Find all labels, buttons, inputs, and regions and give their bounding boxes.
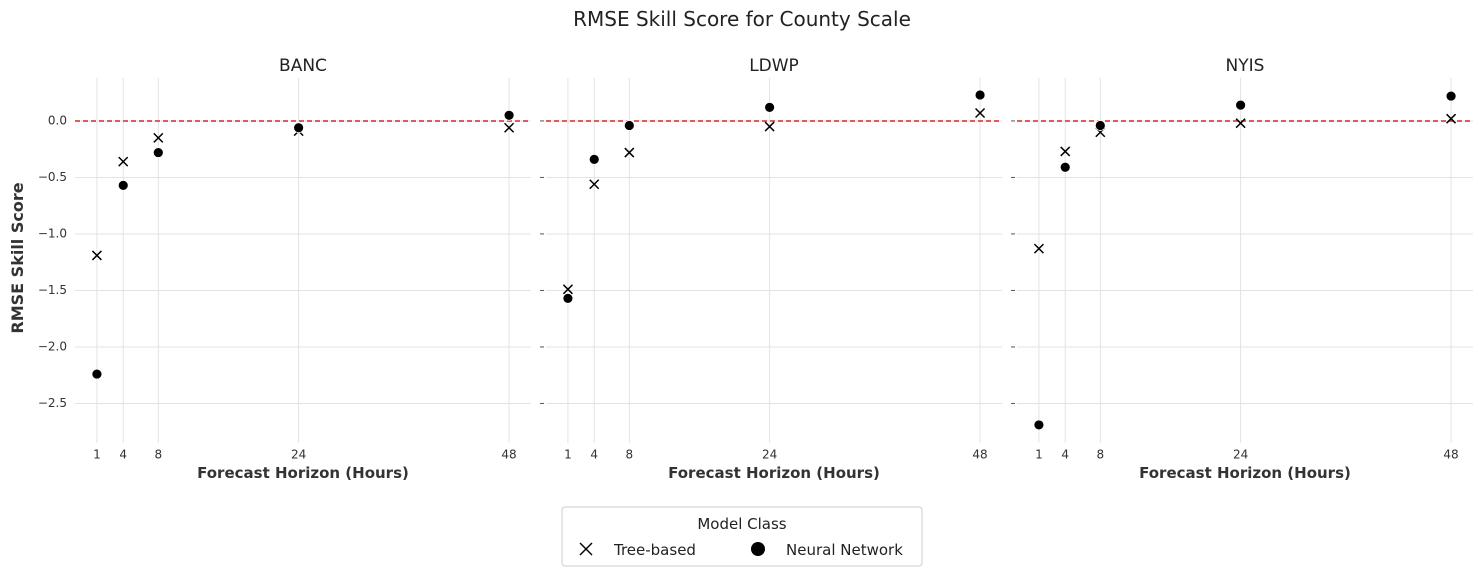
x-mark-stroke (764, 121, 775, 132)
x-mark-stroke (153, 132, 164, 143)
neural-network-point (1059, 161, 1071, 173)
x-tick-label: 48 (972, 448, 987, 462)
neural-network-point (562, 292, 574, 304)
neural-network-point (588, 153, 600, 165)
neural-network-point (152, 147, 164, 158)
tree-based-point (1060, 146, 1071, 157)
x-tick-label: 4 (119, 448, 127, 462)
tree-based-point (764, 121, 775, 132)
neural-network-point (503, 109, 515, 121)
neural-network-point (623, 120, 635, 131)
x-mark-stroke (1033, 243, 1044, 254)
neural-network-point (1445, 90, 1457, 102)
x-mark-stroke (504, 122, 515, 133)
tree-based-point (562, 284, 573, 295)
x-mark-stroke (975, 108, 986, 119)
neural-network-point (974, 89, 986, 101)
x-tick-label: 4 (590, 448, 598, 462)
x-tick-label: 1 (93, 448, 101, 462)
x-mark-stroke (91, 250, 102, 261)
x-mark-stroke (1446, 113, 1457, 124)
x-mark-stroke (624, 147, 635, 158)
neural-network-point (1235, 99, 1247, 111)
x-tick-label: 4 (1061, 448, 1069, 462)
x-mark-stroke (589, 179, 600, 190)
x-tick-label: 8 (625, 448, 633, 462)
tree-based-point (153, 132, 164, 143)
x-axis-label: Forecast Horizon (Hours) (1139, 464, 1351, 482)
tree-based-point (91, 250, 102, 261)
tree-based-point (975, 108, 986, 119)
x-tick-label: 24 (762, 448, 777, 462)
x-tick-label: 1 (1035, 448, 1043, 462)
neural-network-point (91, 368, 103, 380)
tree-based-point (504, 122, 515, 133)
x-tick-label: 8 (1096, 448, 1104, 462)
panel-title: NYIS (1226, 56, 1265, 76)
x-mark-stroke (1060, 146, 1071, 157)
y-tick-label: −0.5 (38, 170, 67, 184)
tree-based-point (624, 147, 635, 158)
x-tick-label: 48 (1443, 448, 1458, 462)
panel-title: BANC (279, 56, 327, 76)
legend-entry-tree-based: Tree-based (613, 541, 696, 559)
y-tick-label: −1.5 (38, 283, 67, 297)
y-tick-label: −1.0 (38, 226, 67, 240)
x-mark-stroke (118, 156, 129, 167)
y-tick-label: 0.0 (48, 113, 67, 127)
neural-network-point (293, 122, 305, 134)
y-axis-label: RMSE Skill Score (8, 182, 27, 333)
legend-title: Model Class (697, 515, 786, 533)
x-mark-stroke (1235, 118, 1246, 129)
x-tick-label: 48 (501, 448, 516, 462)
x-axis-label: Forecast Horizon (Hours) (197, 464, 409, 482)
legend-entry-neural-network: Neural Network (786, 541, 903, 559)
tree-based-point (1446, 113, 1457, 124)
legend: Model Class Tree-based Neural Network (561, 506, 923, 567)
x-mark-stroke (562, 284, 573, 295)
tree-based-point (1235, 118, 1246, 129)
tree-based-point (589, 179, 600, 190)
panel-title: LDWP (749, 56, 799, 76)
legend-frame (561, 506, 923, 567)
neural-network-point (764, 101, 776, 113)
tree-based-point (1033, 243, 1044, 254)
x-tick-label: 1 (564, 448, 572, 462)
x-tick-label: 24 (291, 448, 306, 462)
legend-marker-circle-icon (751, 542, 765, 556)
x-axis-label: Forecast Horizon (Hours) (668, 464, 880, 482)
y-tick-label: −2.5 (38, 396, 67, 410)
x-tick-label: 8 (154, 448, 162, 462)
x-tick-label: 24 (1233, 448, 1248, 462)
neural-network-point (1094, 120, 1106, 131)
legend-marker-x-icon (579, 542, 593, 556)
chart-title: RMSE Skill Score for County Scale (573, 7, 911, 31)
y-tick-label: −2.0 (38, 339, 67, 353)
neural-network-point (1033, 419, 1045, 431)
tree-based-point (118, 156, 129, 167)
neural-network-point (117, 179, 129, 191)
